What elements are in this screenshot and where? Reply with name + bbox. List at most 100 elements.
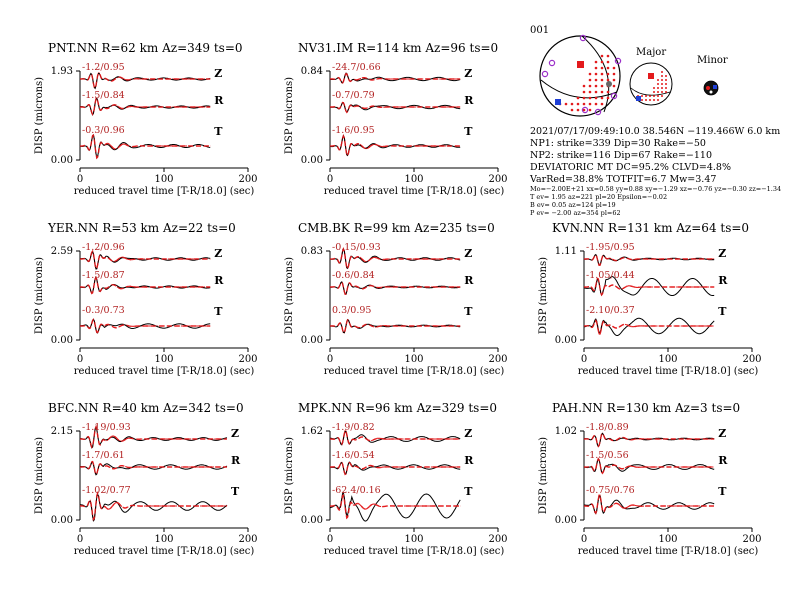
synthetic-trace-overlay-t (79, 491, 227, 522)
fit-label-z: -1.95/0.95 (586, 242, 635, 253)
summary-line-1: 2021/07/17/09:49:10.0 38.546N −119.466W … (530, 126, 780, 137)
panel-bfc-nn: BFC.NN R=40 km Az=342 ts=0 2.15 0.00 DISP (… (34, 401, 258, 557)
compression-dot (661, 87, 663, 89)
y-tick-label-min: 0.00 (51, 335, 73, 346)
compression-dot (582, 84, 586, 88)
compression-dot (665, 83, 667, 85)
fit-label-z: -0.15/0.93 (332, 242, 381, 253)
compression-dot (570, 102, 574, 106)
component-label-z: Z (214, 247, 222, 260)
y-tick-label-max: 1.93 (51, 66, 73, 77)
x-tick-label: 100 (404, 534, 423, 545)
event-number: 001 (530, 25, 549, 36)
y-tick-label-min: 0.00 (51, 515, 73, 526)
compression-dot (645, 99, 647, 101)
compression-dot (600, 84, 604, 88)
station-marker (541, 70, 549, 78)
observed-trace-r (80, 461, 228, 476)
x-tick-label: 100 (154, 534, 173, 545)
panel-pah-nn: PAH.NN R=130 km Az=3 ts=0 1.02 0.00 DISP (m… (538, 401, 762, 557)
compression-dot (594, 96, 598, 100)
fit-label-r: -0.7/0.79 (332, 90, 375, 101)
y-tick-label-max: 1.02 (555, 426, 577, 437)
synthetic-trace-overlay-r (330, 281, 461, 295)
panel-title: PNT.NN R=62 km Az=349 ts=0 (48, 41, 243, 55)
x-tick-label: 0 (77, 534, 83, 545)
fit-label-r: -1.5/0.56 (586, 450, 629, 461)
synthetic-trace-overlay-t (584, 494, 715, 515)
y-tick-label-min: 0.00 (301, 515, 323, 526)
fit-label-z: -1.8/0.89 (586, 422, 629, 433)
x-tick-label: 0 (327, 174, 333, 185)
compression-dot (645, 95, 647, 97)
compression-dot (582, 102, 586, 106)
synthetic-trace-overlay-r (584, 457, 715, 475)
compression-dot (600, 102, 604, 106)
panel-title: BFC.NN R=40 km Az=342 ts=0 (48, 401, 244, 415)
component-label-r: R (464, 274, 474, 287)
synthetic-trace-overlay-t (80, 318, 211, 334)
compression-dot (600, 90, 604, 94)
synthetic-trace-overlay-z (80, 424, 227, 449)
synthetic-trace-overlay-z (584, 253, 715, 266)
y-axis-label: DISP (microns) (538, 257, 549, 334)
x-tick-label: 200 (238, 354, 257, 365)
component-label-z: Z (718, 427, 726, 440)
summary-line-5: VarRed=38.8% TOTFIT=6.7 Mw=3.47 (529, 174, 716, 185)
fit-label-t: -0.3/0.73 (82, 305, 125, 316)
component-label-t: T (214, 305, 223, 318)
component-label-z: Z (464, 67, 472, 80)
synthetic-trace-overlay-t (329, 134, 461, 158)
observed-trace-t (583, 317, 715, 336)
major-label: Major (636, 47, 666, 58)
compression-dot (594, 66, 598, 70)
component-label-r: R (718, 454, 728, 467)
fit-label-t: -1.6/0.95 (332, 125, 375, 136)
summary-small-line-1: Mo=−2.00E+21 xx=0.58 yy=0.88 xy=−1.29 xz… (530, 185, 781, 193)
x-axis-label: reduced travel time [T-R/18.0] (sec) (74, 366, 255, 377)
beachball-nodal-plane-1 (581, 35, 610, 113)
y-axis-label: DISP (microns) (284, 257, 295, 334)
component-label-t: T (464, 125, 473, 138)
compression-dot (612, 66, 616, 70)
compression-dot (600, 60, 604, 64)
compression-dot (661, 83, 663, 85)
station-marker (581, 106, 589, 114)
compression-dot (653, 87, 655, 89)
y-tick-label-max: 2.15 (51, 426, 73, 437)
synthetic-trace-r (584, 457, 715, 475)
compression-dot (576, 108, 580, 112)
compression-dot (588, 108, 592, 112)
compression-dot (657, 99, 659, 101)
component-label-t: T (464, 305, 473, 318)
compression-dot (588, 84, 592, 88)
compression-dot (665, 75, 667, 77)
x-tick-label: 0 (581, 534, 587, 545)
panel-title: CMB.BK R=99 km Az=235 ts=0 (298, 221, 495, 235)
x-tick-label: 100 (154, 354, 173, 365)
component-label-r: R (464, 94, 474, 107)
x-tick-label: 100 (658, 534, 677, 545)
observed-trace-t (329, 491, 461, 522)
compression-dot (606, 60, 610, 64)
panel-title: MPK.NN R=96 km Az=329 ts=0 (298, 401, 497, 415)
synthetic-trace-overlay-z (584, 432, 715, 448)
fit-label-t: -2.10/0.37 (586, 305, 635, 316)
y-axis-label: DISP (microns) (34, 257, 45, 334)
y-tick-label-min: 0.00 (301, 335, 323, 346)
fit-label-t: -62.4/0.16 (332, 485, 381, 496)
station-markers (541, 34, 622, 116)
synthetic-trace-overlay-z (80, 72, 211, 90)
beachball-main (539, 34, 622, 117)
compression-dot (657, 83, 659, 85)
compression-dot (653, 95, 655, 97)
x-tick-label: 200 (742, 534, 761, 545)
synthetic-trace-overlay-r (80, 275, 211, 295)
panel-title: KVN.NN R=131 km Az=64 ts=0 (552, 221, 749, 235)
compression-dot (606, 72, 610, 76)
compression-dot (594, 72, 598, 76)
compression-dot (588, 96, 592, 100)
t-axis-marker (577, 61, 584, 68)
beachball-minor (703, 80, 719, 96)
summary-small-line-4: P ev= −2.00 az=354 pl=62 (530, 209, 621, 217)
